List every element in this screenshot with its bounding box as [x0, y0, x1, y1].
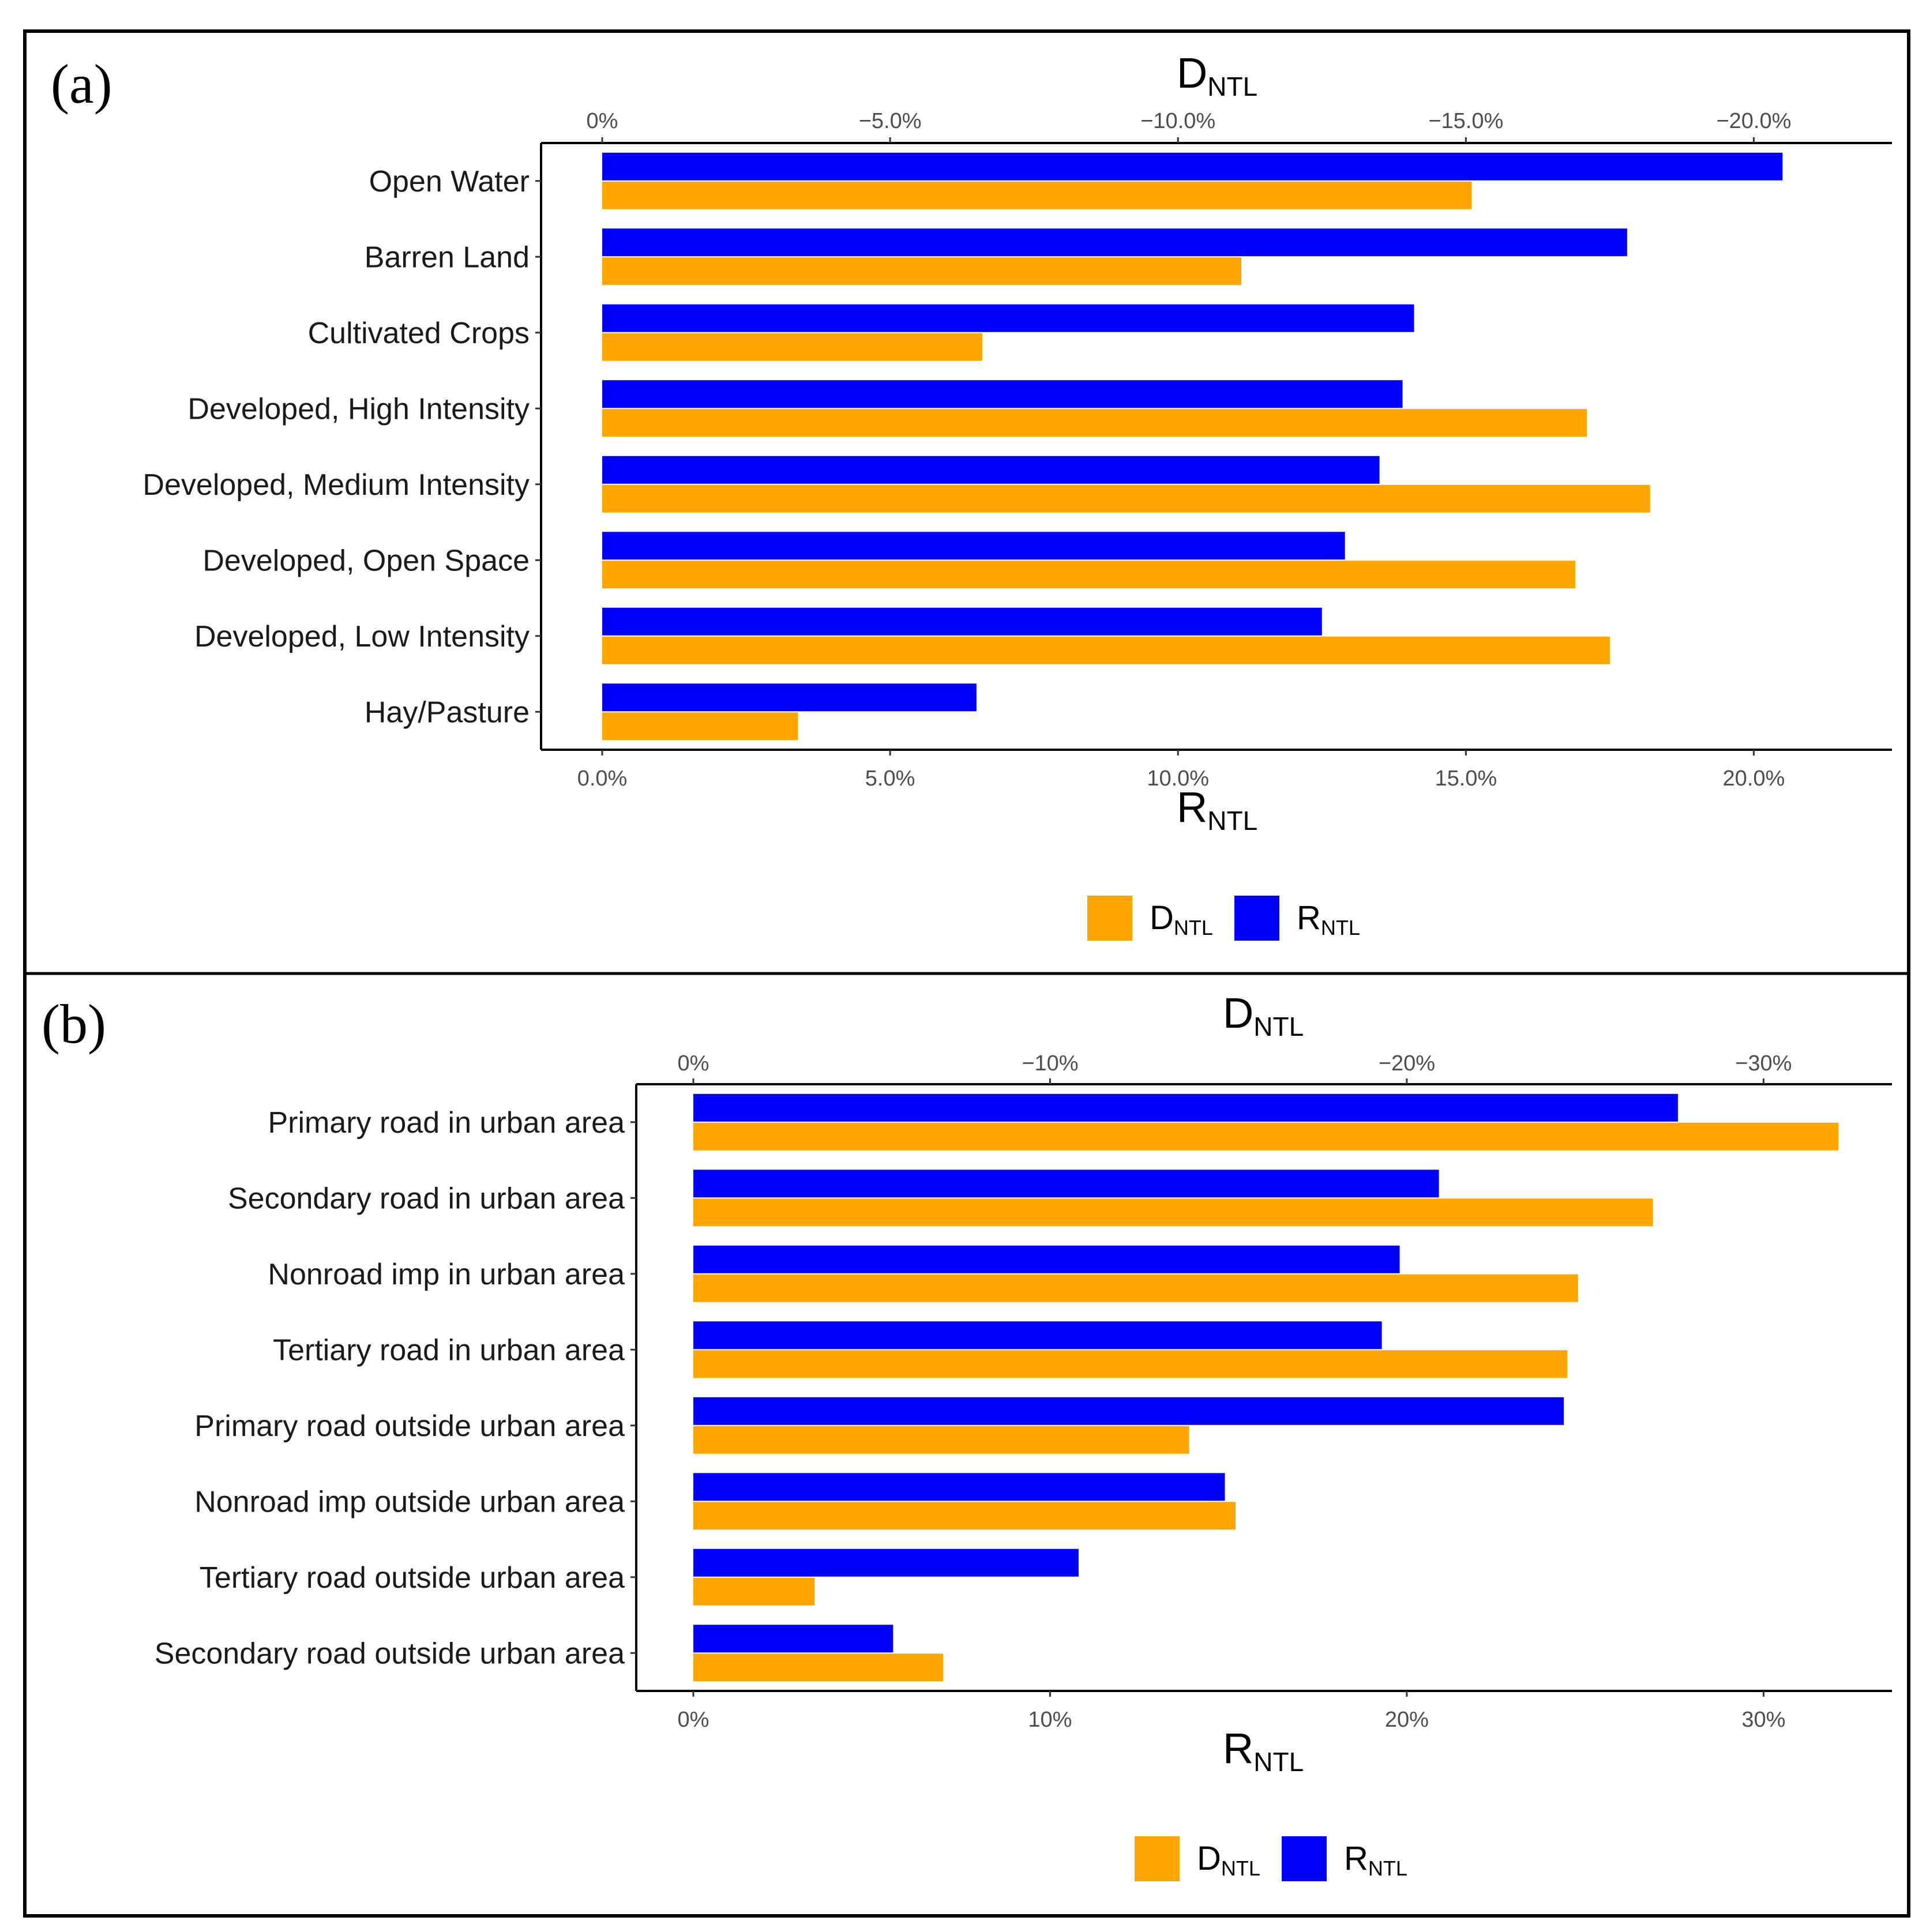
bottom-tick-label: 20.0%: [1723, 766, 1785, 791]
bottom-tick-label: 10.0%: [1147, 766, 1209, 791]
bar-d-ntl: [693, 1577, 815, 1606]
bar-r-ntl: [602, 380, 1403, 408]
bottom-axis-title-main: R: [1223, 1724, 1253, 1772]
category-label: Cultivated Crops: [308, 317, 530, 350]
legend-label-main: R: [1297, 899, 1321, 937]
category-label: Tertiary road in urban area: [273, 1333, 625, 1367]
top-axis-title-subscript: NTL: [1207, 72, 1257, 102]
bar-d-ntl: [602, 333, 982, 361]
bar-r-ntl: [602, 683, 977, 712]
legend-label-subscript: NTL: [1174, 916, 1213, 939]
bar-d-ntl: [693, 1198, 1653, 1227]
legend-swatch-r-ntl: [1234, 896, 1279, 941]
bottom-axis-title: RNTL: [1177, 783, 1257, 836]
legend-label: RNTL: [1344, 1840, 1407, 1880]
bar-r-ntl: [693, 1625, 893, 1653]
legend-label: RNTL: [1297, 899, 1360, 939]
category-label: Secondary road in urban area: [228, 1182, 625, 1215]
bottom-tick-label: 15.0%: [1435, 766, 1497, 791]
top-tick-label: −20%: [1379, 1051, 1435, 1076]
bottom-axis-title-main: R: [1177, 783, 1207, 831]
bar-d-ntl: [693, 1350, 1568, 1378]
legend-swatch-r-ntl: [1282, 1836, 1327, 1881]
bottom-axis-title-subscript: NTL: [1253, 1747, 1304, 1777]
bar-r-ntl: [602, 607, 1322, 636]
category-label: Open Water: [369, 165, 530, 198]
bar-d-ntl: [693, 1426, 1189, 1454]
top-tick-label: −30%: [1735, 1051, 1792, 1076]
top-axis-title-subscript: NTL: [1253, 1012, 1304, 1042]
category-label: Developed, Low Intensity: [194, 620, 530, 653]
bar-d-ntl: [602, 561, 1575, 589]
top-axis-title: DNTL: [1223, 989, 1304, 1042]
category-label: Nonroad imp outside urban area: [194, 1485, 625, 1518]
bar-d-ntl: [602, 484, 1650, 513]
legend-label: DNTL: [1150, 899, 1213, 939]
bar-r-ntl: [693, 1245, 1400, 1273]
top-tick-label: −10%: [1022, 1051, 1078, 1076]
panel-a: (a) Open Water Barren Land Cultivated Crops…: [51, 49, 1892, 941]
category-label: Developed, Medium Intensity: [142, 468, 530, 502]
bar-r-ntl: [602, 228, 1627, 257]
bar-r-ntl: [602, 152, 1783, 181]
legend-label-main: D: [1150, 899, 1174, 937]
legend-label-subscript: NTL: [1221, 1856, 1260, 1880]
legend-label: DNTL: [1197, 1840, 1260, 1880]
top-tick-label: 0%: [587, 109, 618, 133]
bar-d-ntl: [602, 636, 1610, 664]
top-tick-label: 0%: [678, 1051, 709, 1076]
bottom-tick-label: 20%: [1385, 1708, 1429, 1732]
bottom-tick-label: 5.0%: [865, 766, 915, 791]
bottom-axis-title-subscript: NTL: [1207, 806, 1257, 836]
top-tick-label: −15.0%: [1428, 109, 1503, 133]
category-label: Barren Land: [365, 240, 530, 274]
category-label: Primary road in urban area: [268, 1106, 625, 1140]
bar-d-ntl: [693, 1653, 943, 1682]
bar-d-ntl: [602, 257, 1242, 285]
category-label: Developed, High Intensity: [187, 392, 530, 426]
bar-d-ntl: [693, 1122, 1839, 1151]
legend-label-main: R: [1344, 1840, 1368, 1877]
legend-swatch-d-ntl: [1087, 896, 1132, 941]
category-label: Secondary road outside urban area: [155, 1637, 625, 1670]
legend-label-subscript: NTL: [1321, 916, 1360, 939]
bar-d-ntl: [693, 1274, 1578, 1302]
bar-r-ntl: [602, 304, 1414, 332]
bottom-tick-label: 10%: [1028, 1708, 1072, 1732]
bar-r-ntl: [693, 1548, 1079, 1577]
legend-label-subscript: NTL: [1368, 1856, 1407, 1880]
panel-label: (a): [51, 53, 112, 115]
bar-r-ntl: [693, 1473, 1225, 1501]
legend-swatch-d-ntl: [1135, 1836, 1180, 1881]
category-label: Primary road outside urban area: [194, 1409, 625, 1443]
bar-r-ntl: [693, 1321, 1382, 1350]
bottom-tick-label: 30%: [1741, 1708, 1785, 1732]
category-label: Hay/Pasture: [365, 696, 530, 729]
panel-label: (b): [42, 993, 106, 1055]
bar-r-ntl: [602, 532, 1345, 560]
bar-r-ntl: [602, 456, 1380, 484]
bar-r-ntl: [693, 1093, 1678, 1122]
legend-label-main: D: [1197, 1840, 1221, 1877]
bottom-axis-title: RNTL: [1223, 1724, 1304, 1777]
bottom-tick-label: 0%: [678, 1708, 709, 1732]
panel-b: (b) Primary road in urban area Secondary r…: [42, 989, 1892, 1881]
bar-d-ntl: [693, 1502, 1236, 1530]
top-tick-label: −20.0%: [1716, 109, 1791, 133]
bar-d-ntl: [602, 712, 798, 741]
bottom-tick-label: 0.0%: [577, 766, 628, 791]
category-label: Developed, Open Space: [202, 544, 530, 577]
top-axis-title: DNTL: [1177, 49, 1257, 102]
bar-d-ntl: [602, 409, 1587, 437]
top-axis-title-main: D: [1177, 49, 1207, 97]
category-label: Tertiary road outside urban area: [200, 1561, 625, 1595]
bar-r-ntl: [693, 1397, 1564, 1425]
top-tick-label: −10.0%: [1140, 109, 1215, 133]
top-axis-title-main: D: [1223, 989, 1253, 1037]
bar-d-ntl: [602, 181, 1472, 209]
category-label: Nonroad imp in urban area: [268, 1258, 625, 1291]
top-tick-label: −5.0%: [859, 109, 922, 133]
bar-r-ntl: [693, 1170, 1439, 1198]
